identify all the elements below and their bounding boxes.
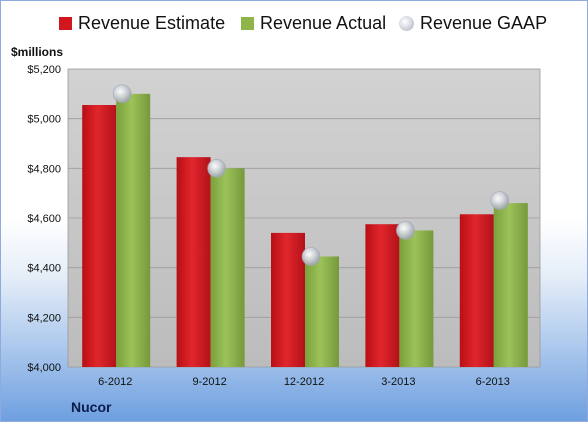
gaap-markers [112,84,510,266]
y-tick-label: $4,400 [27,263,61,275]
y-tick-label: $4,600 [27,213,61,225]
x-tick-label: 6-2013 [476,376,510,388]
y-tick-label: $5,200 [27,64,61,76]
legend: Revenue Estimate Revenue Actual Revenue … [1,9,587,37]
bar-actual [493,203,528,367]
x-tick-label: 3-2013 [381,376,415,388]
bar-actual [210,168,245,367]
y-axis-ticks: $4,000 $4,200 $4,400 $4,600 $4,800 $5,000 $5,2… [27,64,61,374]
x-tick-label: 6-2012 [98,376,132,388]
legend-label-gaap: Revenue GAAP [420,12,548,33]
legend-label-actual: Revenue Actual [260,12,387,33]
x-tick-label: 12-2012 [284,376,324,388]
bar-estimate [365,224,400,367]
gaap-marker [490,191,510,210]
bar-actual [305,256,339,367]
legend-marker-gaap [399,15,414,31]
y-tick-label: $4,200 [27,312,61,324]
gaap-marker [301,247,321,266]
legend-item-actual: Revenue Actual [241,9,386,37]
y-tick-label: $5,000 [27,114,61,126]
legend-label-estimate: Revenue Estimate [78,12,226,33]
y-tick-label: $4,800 [27,163,61,175]
bar-actual [116,93,151,367]
x-axis-ticks: 6-2012 9-2012 12-2012 3-2013 6-2013 [98,376,510,388]
gaap-marker [207,159,226,178]
legend-item-gaap: Revenue GAAP [399,9,547,37]
bar-actual [399,230,434,367]
legend-item-estimate: Revenue Estimate [59,9,225,37]
y-axis-unit-label: $millions [11,45,64,59]
bar-estimate [82,105,117,367]
legend-swatch-actual [241,16,254,30]
company-label: Nucor [71,399,112,415]
bars [82,93,528,367]
bar-estimate [271,232,305,367]
x-tick-label: 9-2012 [192,376,226,388]
bar-estimate [176,157,211,367]
bar-estimate [459,214,494,367]
gaap-marker [112,84,132,104]
y-tick-label: $4,000 [27,362,61,374]
gaap-marker [396,221,415,240]
legend-swatch-estimate [59,16,72,30]
